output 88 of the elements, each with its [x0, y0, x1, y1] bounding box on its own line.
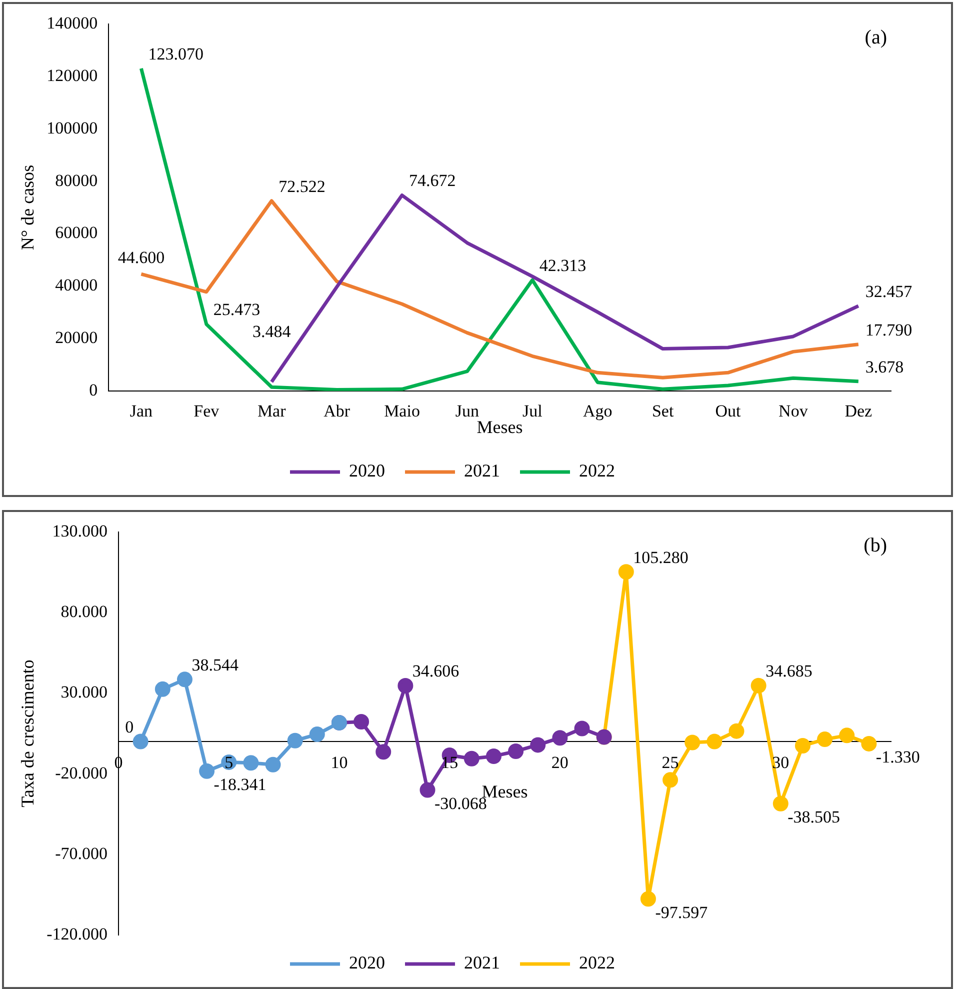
- point: [287, 732, 303, 748]
- point: [354, 714, 370, 730]
- x-tick-label: Dez: [844, 402, 873, 421]
- data-label: 42.313: [539, 256, 586, 276]
- data-label: -18.341: [214, 775, 266, 794]
- data-label: -1.330: [876, 748, 920, 767]
- point: [618, 564, 634, 580]
- point: [243, 755, 259, 771]
- x-tick-label: Maio: [384, 402, 420, 421]
- point: [817, 732, 833, 748]
- data-label: 44.600: [118, 248, 165, 268]
- point: [309, 726, 325, 742]
- x-tick-label: 5: [224, 753, 234, 772]
- y-axis-title: N° de casos: [18, 164, 38, 250]
- point: [376, 744, 392, 760]
- data-label: 3.678: [865, 357, 904, 376]
- x-tick-label: Ago: [582, 402, 612, 421]
- point: [706, 734, 722, 750]
- y-tick-label: 60000: [55, 223, 98, 242]
- data-label: 74.672: [409, 171, 456, 190]
- point: [486, 748, 502, 764]
- data-label: -97.597: [655, 902, 708, 922]
- x-tick-label: Fev: [194, 402, 220, 421]
- x-tick-label: Jul: [522, 402, 543, 421]
- data-label: 105.280: [633, 548, 688, 567]
- legend-label: 2022: [579, 460, 615, 481]
- x-tick-label: Mar: [257, 402, 286, 421]
- data-label: 3.484: [252, 322, 292, 341]
- y-tick-label: 80.000: [60, 602, 108, 622]
- data-label: 17.790: [865, 320, 912, 340]
- x-tick-label: 25: [662, 753, 679, 772]
- point: [132, 734, 148, 750]
- point: [794, 738, 810, 754]
- y-tick-label: 130.000: [52, 521, 108, 540]
- point: [176, 672, 192, 688]
- legend-label: 2021: [464, 952, 500, 973]
- legend-label: 2020: [349, 952, 385, 973]
- y-tick-label: 20000: [55, 328, 98, 348]
- y-tick-label: 120000: [46, 66, 98, 85]
- x-tick-label: Out: [715, 402, 742, 421]
- data-label: 32.457: [865, 282, 913, 301]
- data-label: 0: [125, 718, 134, 737]
- point: [750, 678, 766, 694]
- point: [640, 891, 656, 907]
- y-tick-label: -20.000: [55, 763, 108, 782]
- point: [552, 730, 568, 746]
- y-tick-label: 140000: [46, 13, 98, 32]
- legend-label: 2021: [464, 460, 500, 481]
- x-tick-label: 10: [330, 753, 348, 772]
- data-label: 25.473: [213, 300, 260, 320]
- annotation: (a): [864, 26, 887, 48]
- y-axis-title: Taxa de crescimento: [18, 660, 38, 808]
- data-label: 123.070: [148, 44, 204, 64]
- x-tick-label: Jan: [130, 402, 154, 421]
- x-tick-label: 20: [551, 753, 568, 772]
- point: [684, 734, 700, 750]
- point: [154, 681, 170, 697]
- y-tick-label: 80000: [55, 170, 98, 190]
- point: [839, 728, 855, 744]
- point: [574, 720, 590, 736]
- annotation: (b): [864, 534, 887, 556]
- point: [420, 782, 436, 798]
- point: [398, 678, 414, 694]
- data-label: -38.505: [788, 808, 840, 827]
- point: [728, 723, 744, 739]
- point: [508, 743, 524, 759]
- point: [530, 737, 546, 753]
- point: [265, 756, 281, 772]
- x-tick-label: Set: [652, 402, 674, 421]
- data-label: 72.522: [278, 176, 326, 196]
- y-tick-label: 0: [89, 380, 98, 400]
- point: [861, 736, 877, 752]
- y-tick-label: 100000: [46, 118, 98, 138]
- point: [662, 772, 678, 788]
- legend-label: 2020: [349, 460, 385, 481]
- y-tick-label: 30.000: [60, 682, 108, 702]
- legend-label: 2022: [579, 952, 615, 973]
- point: [464, 750, 480, 766]
- y-tick-label: -70.000: [55, 844, 108, 863]
- data-label: 38.544: [192, 655, 239, 674]
- y-tick-label: -120.000: [46, 924, 108, 944]
- x-tick-label: Nov: [778, 402, 808, 421]
- data-label: 34.685: [766, 662, 812, 681]
- y-tick-label: 40000: [55, 276, 98, 295]
- data-label: 34.606: [412, 662, 460, 681]
- x-tick-label: Abr: [324, 402, 350, 421]
- point: [199, 763, 215, 779]
- point: [772, 796, 788, 812]
